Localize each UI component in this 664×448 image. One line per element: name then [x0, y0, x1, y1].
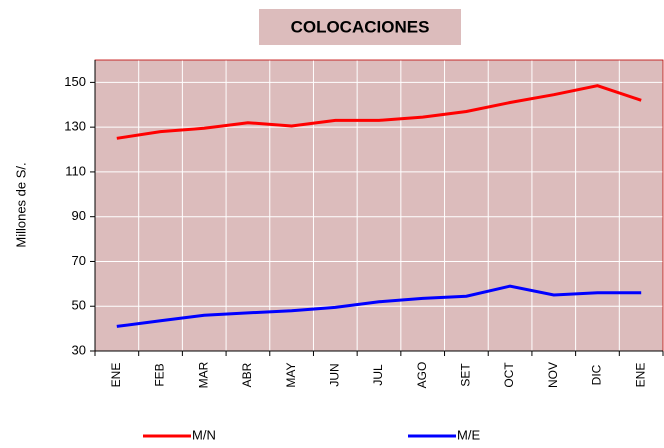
- y-tick-label: 150: [64, 74, 86, 89]
- series-line: [116, 84, 642, 140]
- legend-label: M/N: [192, 427, 216, 442]
- x-tick-label: JUN: [327, 363, 341, 386]
- series-line: [116, 284, 642, 328]
- plot-area: [95, 60, 663, 351]
- x-tick-label: FEB: [153, 363, 167, 386]
- x-tick-label: NOV: [546, 362, 560, 388]
- x-tick-label: ABR: [240, 362, 254, 387]
- y-tick-label: 50: [72, 298, 86, 313]
- title-background: [259, 9, 461, 45]
- y-tick-label: 30: [72, 342, 86, 357]
- x-tick-label: DIC: [590, 364, 604, 385]
- y-tick-label: 110: [65, 163, 86, 178]
- x-tick-label: OCT: [502, 362, 516, 388]
- x-tick-label: MAR: [196, 361, 210, 388]
- chart-title: COLOCACIONES: [291, 17, 430, 36]
- x-tick-label: AGO: [415, 362, 429, 389]
- y-tick-label: 130: [64, 119, 86, 134]
- y-tick-label: 70: [72, 253, 86, 268]
- x-tick-label: ENE: [633, 363, 647, 388]
- legend-label: M/E: [457, 427, 480, 442]
- x-tick-label: MAY: [284, 362, 298, 387]
- x-tick-label: JUL: [371, 364, 385, 386]
- y-tick-label: 90: [72, 208, 86, 223]
- y-axis-label: Millones de S/.: [13, 162, 28, 247]
- x-tick-label: SET: [459, 363, 473, 387]
- x-tick-label: ENE: [109, 363, 123, 388]
